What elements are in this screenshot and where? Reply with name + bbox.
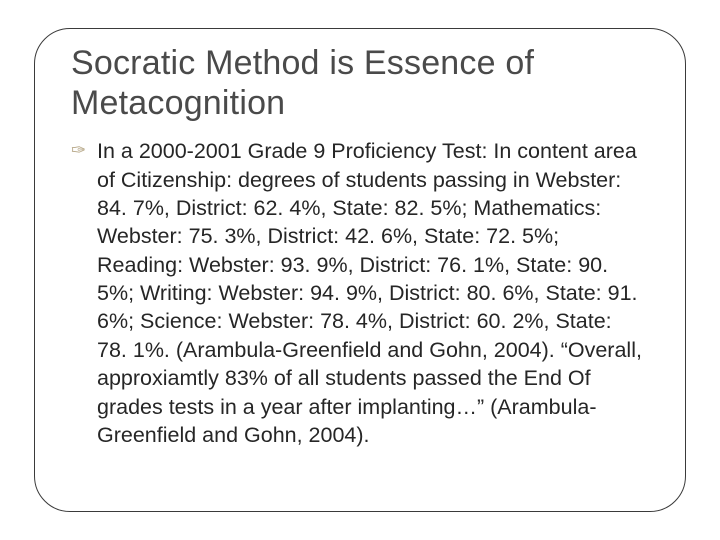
bullet-icon: ✑ xyxy=(71,139,86,163)
slide-title: Socratic Method is Essence of Metacognit… xyxy=(71,43,649,123)
body-item: ✑ In a 2000-2001 Grade 9 Proficiency Tes… xyxy=(93,137,643,449)
slide-frame: Socratic Method is Essence of Metacognit… xyxy=(34,28,686,512)
body-list: ✑ In a 2000-2001 Grade 9 Proficiency Tes… xyxy=(71,137,649,449)
body-text: In a 2000-2001 Grade 9 Proficiency Test:… xyxy=(97,139,642,447)
slide-container: Socratic Method is Essence of Metacognit… xyxy=(0,0,720,540)
